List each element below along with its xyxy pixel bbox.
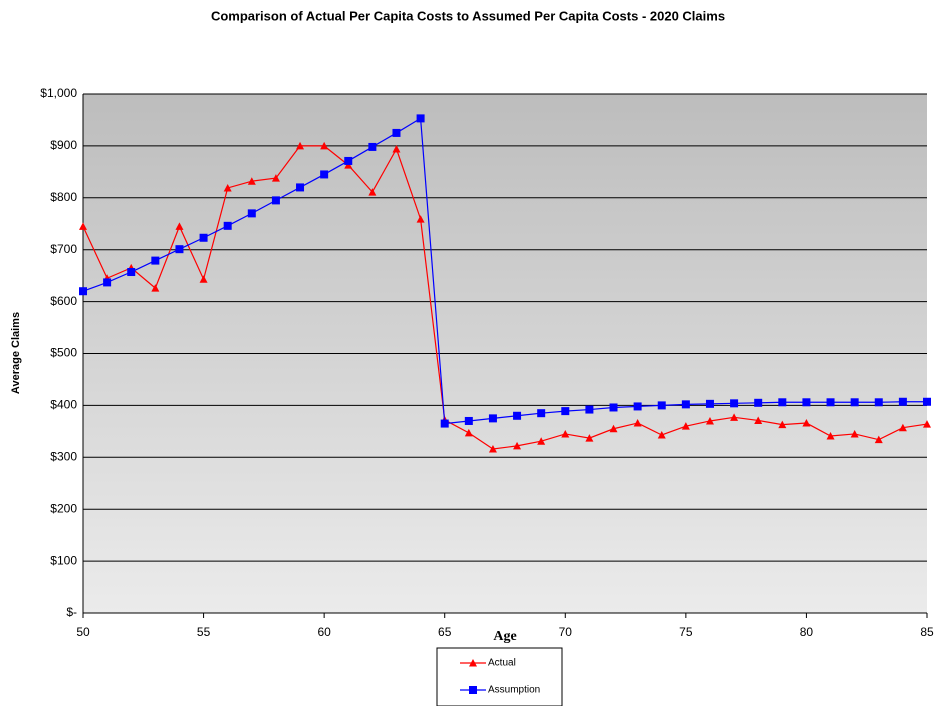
marker-square xyxy=(392,128,401,137)
marker-triangle xyxy=(850,429,859,438)
marker-square xyxy=(247,209,256,218)
marker-square xyxy=(705,399,714,408)
marker-triangle xyxy=(464,428,473,437)
marker-square xyxy=(537,409,546,418)
marker-square xyxy=(151,256,160,265)
marker-triangle xyxy=(271,174,280,182)
marker-square xyxy=(127,268,136,277)
x-tick-label: 70 xyxy=(559,625,573,639)
marker-square xyxy=(469,686,477,694)
marker-square xyxy=(513,411,522,420)
x-tick-label: 75 xyxy=(679,625,693,639)
y-tick-label: $600 xyxy=(50,294,77,308)
marker-square xyxy=(440,419,449,428)
marker-square xyxy=(416,114,425,123)
marker-triangle xyxy=(392,145,401,153)
marker-triangle xyxy=(657,430,666,439)
x-tick-label: 55 xyxy=(197,625,211,639)
marker-triangle xyxy=(923,420,931,428)
x-tick-label: 85 xyxy=(920,625,934,639)
y-axis-label: Average Claims xyxy=(10,312,22,394)
marker-square xyxy=(561,407,570,416)
marker-square xyxy=(923,397,931,406)
marker-square xyxy=(850,398,859,407)
y-tick-label: $- xyxy=(66,605,77,619)
y-tick-label: $100 xyxy=(50,553,77,567)
marker-triangle xyxy=(681,422,690,430)
y-tick-label: $500 xyxy=(50,346,77,360)
marker-triangle xyxy=(320,141,329,150)
y-tick-label: $700 xyxy=(50,242,77,256)
marker-triangle xyxy=(730,413,739,421)
marker-square xyxy=(296,183,305,192)
x-tick-label: 65 xyxy=(438,625,452,639)
marker-triangle xyxy=(609,424,618,433)
marker-triangle xyxy=(754,416,763,424)
marker-triangle xyxy=(633,419,642,427)
marker-triangle xyxy=(79,222,87,230)
marker-triangle xyxy=(802,419,811,427)
legend-label: Actual xyxy=(488,658,516,669)
marker-triangle xyxy=(488,444,497,453)
marker-triangle xyxy=(513,441,522,450)
marker-triangle xyxy=(585,434,594,442)
marker-square xyxy=(320,170,329,179)
marker-square xyxy=(609,403,618,412)
marker-square xyxy=(464,416,473,425)
marker-square xyxy=(175,245,184,254)
marker-square xyxy=(585,405,594,414)
marker-triangle xyxy=(247,177,256,185)
marker-square xyxy=(271,196,280,205)
marker-triangle xyxy=(368,188,377,196)
marker-triangle xyxy=(898,423,907,432)
x-axis-label: Age xyxy=(493,629,516,644)
marker-triangle xyxy=(151,284,160,292)
y-tick-label: $1,000 xyxy=(40,86,77,100)
marker-triangle xyxy=(778,420,787,429)
y-tick-label: $900 xyxy=(50,138,77,152)
legend-label: Assumption xyxy=(488,685,540,696)
marker-square xyxy=(874,398,883,407)
legend xyxy=(436,647,563,706)
marker-square xyxy=(754,398,763,407)
marker-triangle xyxy=(223,183,232,192)
marker-triangle xyxy=(826,432,835,440)
y-tick-label: $400 xyxy=(50,398,77,412)
x-tick-label: 80 xyxy=(800,625,814,639)
marker-triangle xyxy=(874,435,883,444)
marker-triangle xyxy=(561,429,570,438)
marker-triangle xyxy=(199,275,208,283)
marker-square xyxy=(778,398,787,407)
series-line xyxy=(82,117,927,425)
marker-square xyxy=(898,397,907,406)
chart-title: Comparison of Actual Per Capita Costs to… xyxy=(211,8,725,23)
marker-square xyxy=(199,233,208,242)
marker-square xyxy=(730,399,739,408)
marker-square xyxy=(802,398,811,407)
marker-triangle xyxy=(469,659,477,667)
marker-square xyxy=(344,156,353,165)
y-tick-label: $800 xyxy=(50,190,77,204)
marker-triangle xyxy=(705,416,714,425)
marker-triangle xyxy=(175,222,184,230)
marker-square xyxy=(681,400,690,409)
marker-triangle xyxy=(416,215,425,223)
x-tick-label: 50 xyxy=(76,625,90,639)
x-tick-label: 60 xyxy=(317,625,331,639)
marker-square xyxy=(633,402,642,411)
marker-triangle xyxy=(537,437,546,445)
marker-triangle xyxy=(296,141,305,150)
marker-square xyxy=(488,414,497,423)
series-line xyxy=(82,145,928,450)
y-tick-label: $300 xyxy=(50,449,77,463)
marker-square xyxy=(79,287,87,296)
marker-square xyxy=(103,278,112,287)
marker-square xyxy=(223,221,232,230)
y-tick-label: $200 xyxy=(50,501,77,515)
marker-square xyxy=(368,142,377,151)
marker-square xyxy=(826,398,835,407)
marker-square xyxy=(657,401,666,410)
